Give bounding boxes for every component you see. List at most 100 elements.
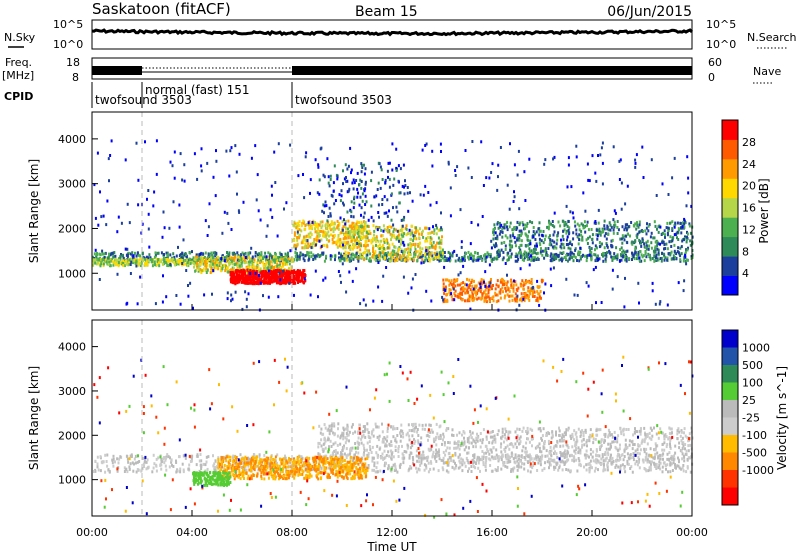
power-cell	[139, 257, 142, 261]
velocity-cell	[495, 453, 498, 457]
power-cell	[448, 288, 451, 291]
power-cell	[317, 228, 320, 232]
power-cell	[293, 281, 296, 284]
power-cell	[359, 195, 362, 199]
power-cell	[296, 230, 299, 234]
power-cell	[602, 251, 605, 255]
power-cell	[182, 238, 185, 242]
power-cell	[384, 181, 387, 184]
power-cell	[471, 297, 474, 301]
power-cell	[212, 256, 214, 260]
velocity-cell	[514, 453, 517, 457]
power-cell	[432, 245, 435, 249]
power-cell	[261, 260, 264, 264]
velocity-cell	[332, 464, 335, 468]
power-cell	[372, 224, 375, 228]
power-cell	[350, 210, 353, 214]
power-cell	[339, 274, 342, 278]
power-cell	[186, 264, 189, 267]
power-cell	[399, 191, 402, 195]
velocity-cell	[423, 463, 426, 467]
power-cell	[577, 250, 580, 254]
power-cell	[501, 235, 504, 239]
power-cell	[391, 249, 394, 253]
power-cell	[525, 244, 528, 248]
power-cell	[249, 272, 252, 276]
power-cell	[377, 261, 380, 264]
velocity-cell	[214, 459, 217, 463]
power-cell	[321, 224, 324, 228]
power-cell	[377, 245, 380, 248]
power-cell	[120, 221, 123, 225]
velocity-cell	[678, 466, 681, 470]
power-cell	[613, 252, 616, 256]
power-cell	[338, 256, 340, 260]
power-cell	[274, 260, 277, 264]
power-cell	[515, 288, 518, 292]
power-cell	[568, 226, 571, 230]
power-cell	[283, 260, 286, 264]
velocity-cell	[677, 458, 680, 462]
velocity-cell	[635, 459, 638, 463]
velocity-cell	[623, 465, 626, 468]
power-cell	[180, 258, 183, 262]
power-cell	[565, 277, 568, 281]
power-cell	[277, 259, 280, 263]
power-cell	[539, 290, 542, 293]
velocity-cell	[175, 459, 177, 463]
power-cell	[531, 252, 534, 256]
velocity-cell	[205, 460, 208, 464]
power-cell	[634, 250, 637, 254]
power-cell	[130, 252, 132, 256]
power-cell	[153, 260, 156, 264]
power-cell	[210, 251, 213, 255]
power-cell	[101, 258, 104, 262]
power-cell	[185, 258, 188, 262]
power-cell	[566, 185, 569, 189]
velocity-cell	[539, 460, 542, 464]
power-cell	[401, 226, 404, 230]
power-cell	[350, 224, 353, 228]
power-cell	[390, 218, 393, 222]
power-cell	[315, 236, 318, 240]
power-cell	[435, 232, 438, 236]
power-cell	[485, 285, 488, 289]
power-cell	[324, 276, 327, 280]
power-cell	[499, 230, 502, 234]
power-cell	[96, 261, 99, 265]
power-cell	[617, 228, 620, 232]
power-cell	[317, 163, 320, 167]
power-cell	[661, 251, 664, 255]
power-cell	[575, 232, 578, 236]
power-cell	[129, 263, 132, 266]
power-cell	[612, 145, 615, 149]
power-cell	[684, 250, 687, 254]
power-cell	[215, 264, 218, 268]
power-cell	[596, 246, 598, 250]
power-cell	[547, 247, 550, 250]
freq-panel: 18 8 60 0	[66, 56, 722, 84]
power-cell	[295, 273, 298, 276]
power-cell	[368, 249, 371, 253]
power-cell	[231, 266, 234, 270]
power-cell	[572, 254, 575, 258]
power-cell	[327, 224, 329, 228]
power-cell	[532, 235, 535, 239]
power-cell	[377, 181, 380, 185]
power-cell	[532, 289, 534, 293]
power-cell	[336, 175, 339, 179]
power-cell	[508, 289, 511, 293]
velocity-cell	[650, 462, 652, 466]
power-cell	[175, 294, 178, 297]
power-cell	[541, 249, 544, 253]
power-cell	[286, 253, 289, 256]
power-cell	[602, 259, 605, 263]
power-cell	[601, 182, 604, 186]
velocity-cell	[284, 454, 286, 458]
power-cell	[454, 284, 457, 288]
power-cell	[101, 252, 104, 256]
power-cell	[387, 246, 389, 250]
power-cell	[645, 226, 648, 230]
power-cell	[537, 227, 540, 231]
power-cell	[304, 227, 307, 231]
